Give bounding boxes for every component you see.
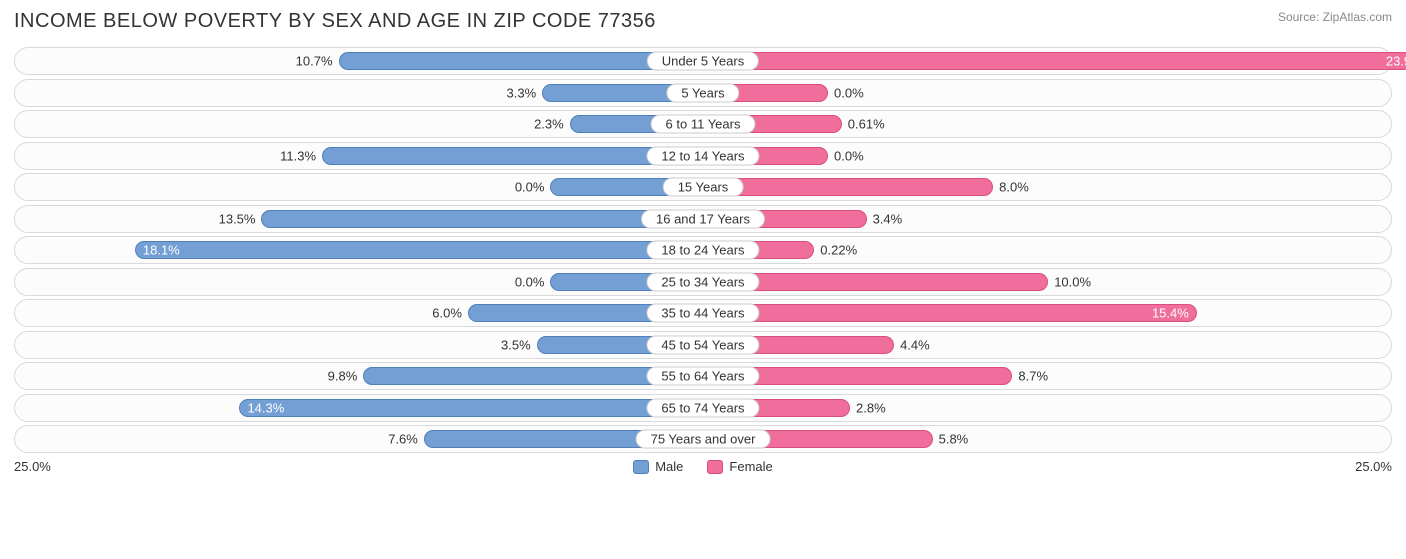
female-value-label: 5.8%	[939, 432, 969, 447]
axis-legend-row: 25.0% Male Female 25.0%	[14, 459, 1392, 474]
category-pill: 5 Years	[666, 83, 739, 102]
male-value-label: 3.3%	[507, 85, 537, 100]
male-value-label: 6.0%	[432, 306, 462, 321]
female-value-label: 4.4%	[900, 337, 930, 352]
male-value-label: 0.0%	[515, 274, 545, 289]
category-pill: Under 5 Years	[647, 52, 759, 71]
male-value-label: 3.5%	[501, 337, 531, 352]
category-pill: 65 to 74 Years	[646, 398, 759, 417]
category-pill: 45 to 54 Years	[646, 335, 759, 354]
axis-right-max: 25.0%	[1355, 459, 1392, 474]
legend-male-label: Male	[655, 459, 683, 474]
female-value-label: 2.8%	[856, 400, 886, 415]
male-bar	[135, 241, 703, 259]
category-pill: 25 to 34 Years	[646, 272, 759, 291]
female-value-label: 10.0%	[1054, 274, 1091, 289]
male-value-label: 2.3%	[534, 117, 564, 132]
chart-row: 7.6% 5.8% 75 Years and over	[14, 425, 1392, 453]
category-pill: 16 and 17 Years	[641, 209, 765, 228]
chart-row: 13.5% 3.4% 16 and 17 Years	[14, 205, 1392, 233]
female-value-label: 0.0%	[834, 148, 864, 163]
category-pill: 18 to 24 Years	[646, 241, 759, 260]
category-pill: 15 Years	[663, 178, 744, 197]
male-bar	[261, 210, 703, 228]
male-bar	[239, 399, 703, 417]
chart-header: INCOME BELOW POVERTY BY SEX AND AGE IN Z…	[14, 10, 1392, 33]
legend-item-male: Male	[633, 459, 683, 474]
female-value-label: 3.4%	[873, 211, 903, 226]
female-value-label: 23.9%	[1386, 54, 1406, 69]
diverging-bar-chart: 10.7%23.9%Under 5 Years 3.3% 0.0% 5 Years 2.…	[14, 47, 1392, 453]
female-swatch-icon	[707, 460, 723, 474]
chart-row: 3.5% 4.4% 45 to 54 Years	[14, 331, 1392, 359]
chart-row: 0.0% 8.0% 15 Years	[14, 173, 1392, 201]
chart-source: Source: ZipAtlas.com	[1278, 10, 1392, 24]
chart-row: 11.3% 0.0% 12 to 14 Years	[14, 142, 1392, 170]
chart-row: 10.7%23.9%Under 5 Years	[14, 47, 1392, 75]
category-pill: 75 Years and over	[636, 430, 771, 449]
male-value-label: 18.1%	[143, 243, 180, 258]
chart-row: 18.1% 0.22% 18 to 24 Years	[14, 236, 1392, 264]
male-value-label: 10.7%	[296, 54, 333, 69]
legend-female-label: Female	[729, 459, 772, 474]
male-value-label: 0.0%	[515, 180, 545, 195]
category-pill: 6 to 11 Years	[651, 115, 756, 134]
category-pill: 55 to 64 Years	[646, 367, 759, 386]
female-bar	[703, 178, 993, 196]
female-bar	[703, 52, 1406, 70]
female-value-label: 0.0%	[834, 85, 864, 100]
axis-left-max: 25.0%	[14, 459, 51, 474]
category-pill: 12 to 14 Years	[646, 146, 759, 165]
female-value-label: 0.22%	[820, 243, 857, 258]
category-pill: 35 to 44 Years	[646, 304, 759, 323]
male-value-label: 13.5%	[219, 211, 256, 226]
female-value-label: 0.61%	[848, 117, 885, 132]
legend: Male Female	[633, 459, 773, 474]
female-bar	[703, 304, 1197, 322]
female-value-label: 8.0%	[999, 180, 1029, 195]
chart-row: 3.3% 0.0% 5 Years	[14, 79, 1392, 107]
male-swatch-icon	[633, 460, 649, 474]
female-value-label: 8.7%	[1018, 369, 1048, 384]
chart-row: 6.0% 15.4% 35 to 44 Years	[14, 299, 1392, 327]
male-value-label: 11.3%	[280, 148, 316, 163]
male-value-label: 14.3%	[247, 400, 284, 415]
male-value-label: 7.6%	[388, 432, 418, 447]
chart-title: INCOME BELOW POVERTY BY SEX AND AGE IN Z…	[14, 10, 656, 33]
chart-row: 14.3% 2.8% 65 to 74 Years	[14, 394, 1392, 422]
chart-row: 0.0% 10.0% 25 to 34 Years	[14, 268, 1392, 296]
chart-row: 9.8% 8.7% 55 to 64 Years	[14, 362, 1392, 390]
female-value-label: 15.4%	[1152, 306, 1189, 321]
legend-item-female: Female	[707, 459, 772, 474]
male-value-label: 9.8%	[328, 369, 358, 384]
chart-row: 2.3% 0.61% 6 to 11 Years	[14, 110, 1392, 138]
